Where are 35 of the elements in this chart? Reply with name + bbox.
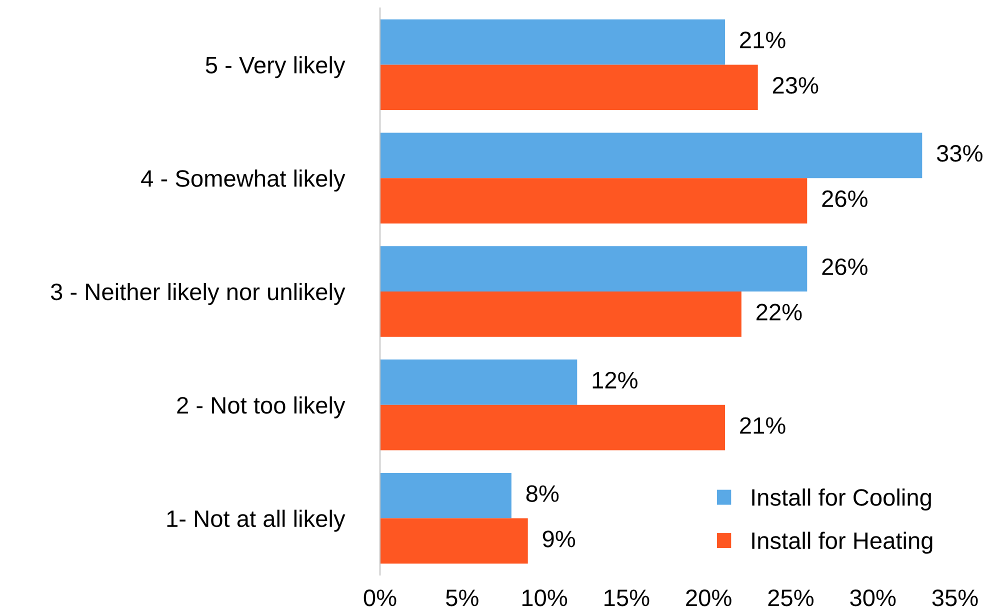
x-tick-label: 15% [604,590,650,606]
y-tick-label: 2 - Not too likely [177,396,346,418]
x-tick-label: 0% [364,590,396,606]
bar [380,246,808,292]
legend-label: Install for Heating [752,532,932,554]
bar [380,360,578,405]
data-label: 8% [526,485,559,502]
bar [380,472,512,518]
data-label: 12% [592,372,638,388]
data-label: 33% [936,145,982,162]
bar [380,518,528,564]
data-label: 26% [822,190,868,208]
y-tick-label: 5 - Very likely [206,56,346,78]
data-label: 26% [822,258,868,276]
x-tick-label: 25% [768,590,814,606]
data-label: 9% [542,530,576,548]
x-tick-label: 35% [932,590,978,606]
bar [380,178,808,224]
bar [380,404,725,450]
x-tick-label: 30% [850,590,896,606]
legend-label: Install for Cooling [752,488,931,510]
bar [380,292,742,337]
data-label: 22% [756,304,802,320]
y-tick-label: 3 - Neither likely nor unlikely [50,282,346,305]
data-label: 21% [740,32,786,48]
bar [380,132,922,178]
data-label: 23% [772,77,818,94]
bar [380,19,725,65]
x-tick-label: 20% [686,590,732,606]
x-tick-label: 10% [522,590,568,606]
bar [380,64,758,110]
data-label: 21% [740,417,786,434]
y-tick-label: 1- Not at all likely [167,510,346,532]
y-tick-label: 4 - Somewhat likely [141,170,346,192]
x-tick-label: 5% [446,590,478,606]
